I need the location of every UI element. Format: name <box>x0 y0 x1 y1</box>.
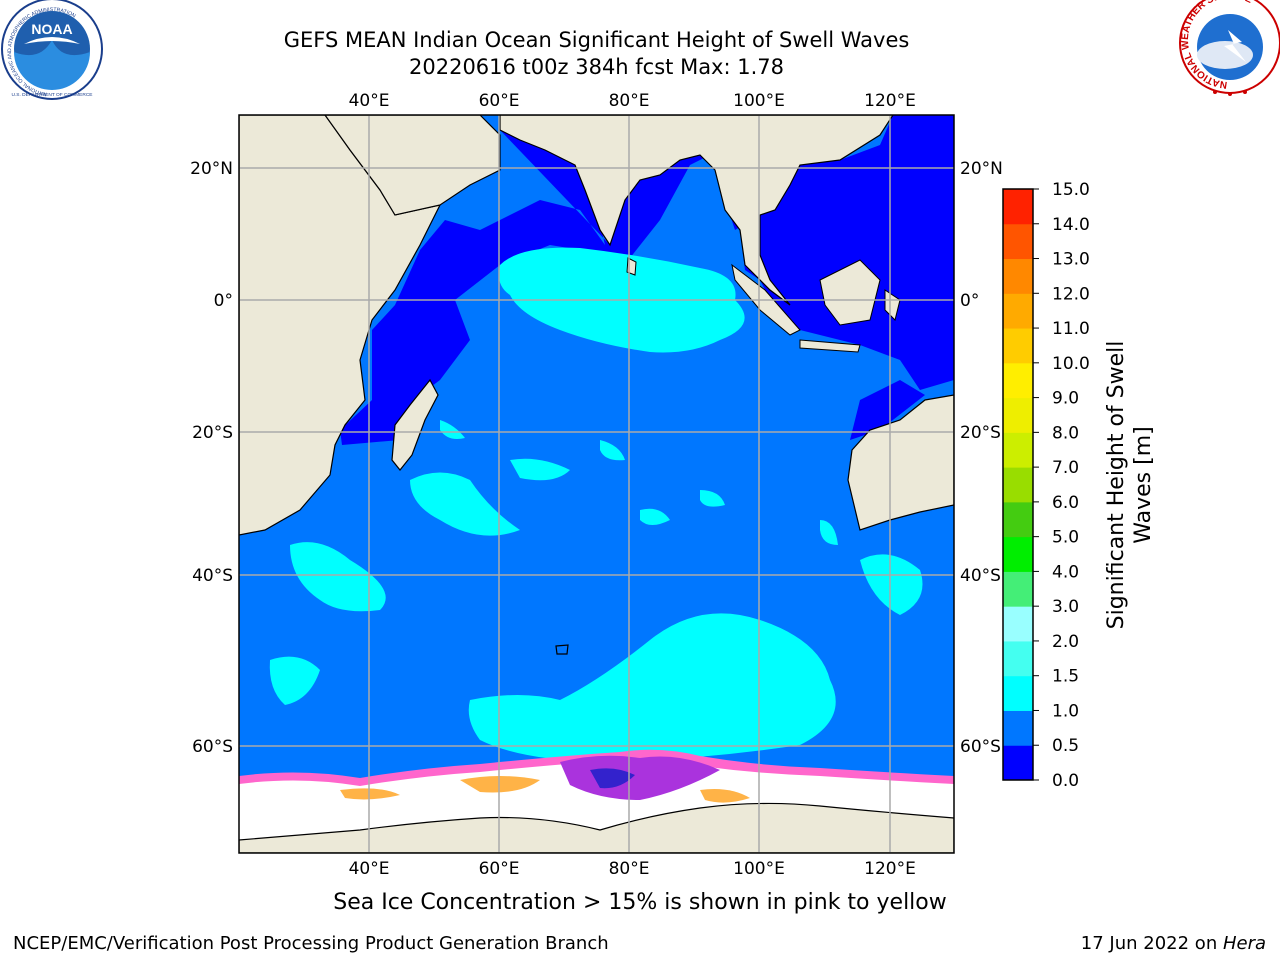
colorbar-swatch <box>1003 467 1033 503</box>
colorbar-swatch <box>1003 501 1033 538</box>
colorbar-swatch <box>1003 189 1033 225</box>
lat-label: 0° <box>960 291 979 311</box>
colorbar-swatch <box>1003 258 1033 294</box>
ocean-deep-regions <box>340 115 954 445</box>
lat-label: 20°N <box>190 159 233 179</box>
lat-labels-right: 20°N 0° 20°S 40°S 60°S <box>960 159 1003 757</box>
colorbar-tick-label: 3.0 <box>1052 597 1079 617</box>
lon-label: 60°E <box>479 91 520 111</box>
colorbar-tick-label: 8.0 <box>1052 423 1079 443</box>
antarctic-ice <box>239 749 954 853</box>
lon-label: 100°E <box>733 91 785 111</box>
lon-labels-bottom: 40°E 60°E 80°E 100°E 120°E <box>349 859 916 879</box>
lon-label: 100°E <box>733 859 785 879</box>
colorbar-swatch <box>1003 432 1033 468</box>
footer-date: 17 Jun 2022 on Hera <box>1081 933 1266 954</box>
colorbar-tick-label: 12.0 <box>1052 284 1090 304</box>
sea-ice-caption: Sea Ice Concentration > 15% is shown in … <box>333 890 947 915</box>
colorbar-tick-label: 4.0 <box>1052 562 1079 582</box>
noaa-logo: NOAA NATIONAL OCEANIC AND ATMOSPHERIC AD… <box>1 0 103 100</box>
colorbar-tick-label: 13.0 <box>1052 250 1090 270</box>
land-kerguelen <box>555 644 569 655</box>
colorbar-tick-label: 2.0 <box>1052 632 1079 652</box>
land-java <box>799 339 861 353</box>
colorbar-tick-label: 0.0 <box>1052 771 1079 791</box>
noaa-logo-text: NOAA <box>31 21 72 37</box>
lat-label: 20°S <box>960 423 1001 443</box>
lat-label: 40°S <box>960 566 1001 586</box>
colorbar-label: Significant Height of Swell Waves [m] <box>1104 341 1156 630</box>
colorbar-label-line1: Significant Height of Swell <box>1104 341 1129 630</box>
map-area <box>239 115 954 853</box>
colorbar-swatch <box>1003 362 1033 399</box>
colorbar-frame <box>1002 188 1034 781</box>
lon-label: 60°E <box>479 859 520 879</box>
lon-label: 120°E <box>864 91 916 111</box>
title-line1: GEFS MEAN Indian Ocean Significant Heigh… <box>283 28 910 52</box>
colorbar-tick-label: 11.0 <box>1052 319 1090 339</box>
colorbar-tick-label: 15.0 <box>1052 180 1090 200</box>
footer-date-text: 17 Jun 2022 on <box>1080 933 1223 954</box>
footer-machine: Hera <box>1222 933 1266 954</box>
lat-label: 60°S <box>960 737 1001 757</box>
colorbar-tick-label: 9.0 <box>1052 389 1079 409</box>
colorbar-tick-label: 7.0 <box>1052 458 1079 478</box>
colorbar-tick-label: 1.5 <box>1052 667 1079 687</box>
colorbar-swatch <box>1003 397 1033 433</box>
colorbar-swatch <box>1003 745 1033 781</box>
land-australia <box>847 394 954 531</box>
lon-label: 80°E <box>609 859 650 879</box>
lon-label: 80°E <box>609 91 650 111</box>
footer-credit: NCEP/EMC/Verification Post Processing Pr… <box>13 933 609 954</box>
colorbar-swatch <box>1003 710 1033 746</box>
colorbar-tick-label: 14.0 <box>1052 215 1090 235</box>
lat-label: 0° <box>214 291 233 311</box>
lat-label: 20°S <box>192 423 233 443</box>
lon-label: 40°E <box>349 859 390 879</box>
colorbar-tick-label: 1.0 <box>1052 701 1079 721</box>
land-borneo <box>819 259 881 326</box>
land-sulawesi <box>884 289 901 321</box>
colorbar-swatch <box>1003 571 1033 607</box>
colorbar-swatch <box>1003 223 1033 260</box>
lon-label: 40°E <box>349 91 390 111</box>
colorbar-label-line2: Waves [m] <box>1131 426 1156 543</box>
colorbar-tick-label: 10.0 <box>1052 354 1090 374</box>
noaa-bottom-text: U.S. DEPARTMENT OF COMMERCE <box>11 92 92 98</box>
colorbar-swatch <box>1003 536 1033 572</box>
nws-logo: NATIONAL WEATHER SERVICE <box>1179 0 1280 96</box>
colorbar: 0.0 0.5 1.0 1.5 2.0 3.0 4.0 5.0 6.0 7.0 8.0 9.0 10.0… <box>1002 180 1090 791</box>
map-grid <box>239 115 954 853</box>
colorbar-swatch <box>1003 293 1033 329</box>
colorbar-swatch <box>1003 606 1033 642</box>
colorbar-tick-label: 0.5 <box>1052 736 1079 756</box>
land-madagascar <box>391 378 439 471</box>
lat-labels-left: 20°N 0° 20°S 40°S 60°S <box>190 159 233 757</box>
colorbar-swatch <box>1003 640 1033 677</box>
colorbar-swatch <box>1003 675 1033 711</box>
lat-label: 40°S <box>192 566 233 586</box>
lat-label: 20°N <box>960 159 1003 179</box>
ocean-light-regions <box>269 247 923 762</box>
lat-label: 60°S <box>192 737 233 757</box>
land-india-asia <box>499 115 894 306</box>
colorbar-tick-label: 5.0 <box>1052 528 1079 548</box>
colorbar-tick-label: 6.0 <box>1052 493 1079 513</box>
lon-labels-top: 40°E 60°E 80°E 100°E 120°E <box>349 91 916 111</box>
map-frame <box>238 114 955 854</box>
title-line2: 20220616 t00z 384h fcst Max: 1.78 <box>409 55 784 79</box>
colorbar-swatch <box>1003 328 1033 364</box>
lon-label: 120°E <box>864 859 916 879</box>
